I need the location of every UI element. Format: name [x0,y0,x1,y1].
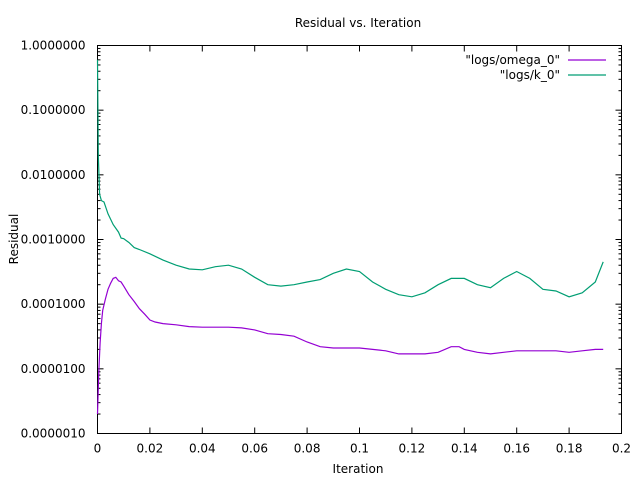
x-tick-label: 0.16 [503,442,530,456]
x-tick-label: 0.06 [241,442,268,456]
x-tick-label: 0.12 [399,442,426,456]
legend-label-k: "logs/k_0" [500,68,560,82]
x-axis-label: Iteration [333,462,384,476]
x-tick-label: 0.2 [612,442,631,456]
series-layer [96,59,604,415]
y-tick-label: 0.0100000 [21,168,86,182]
y-axis: 0.0000010 0.0000100 0.0001000 0.0010000 0.01… [21,39,622,441]
x-tick-label: 0.1 [350,442,369,456]
x-tick-label: 0.04 [189,442,216,456]
y-tick-label: 0.1000000 [21,103,86,117]
x-tick-label: 0.02 [137,442,164,456]
x-tick-label: 0 [94,442,102,456]
x-tick-label: 0.18 [556,442,583,456]
y-tick-label: 1.0000000 [21,39,86,53]
y-tick-label: 0.0000100 [21,362,86,376]
series-line-0 [96,276,604,415]
x-tick-label: 0.08 [294,442,321,456]
y-tick-label: 0.0010000 [21,233,86,247]
x-tick-label: 0.14 [451,442,478,456]
plot-frame [97,45,622,434]
series-line-1 [96,59,604,298]
y-tick-label: 0.0000010 [21,427,86,441]
y-axis-label: Residual [7,214,21,265]
legend: "logs/omega_0" "logs/k_0" [465,53,606,82]
chart-title: Residual vs. Iteration [295,16,421,30]
x-axis: 0 0.02 0.04 0.06 0.08 0.1 0.12 0.14 0.16 0.18 0.2 [94,45,631,456]
legend-label-omega: "logs/omega_0" [465,53,560,67]
y-tick-label: 0.0001000 [21,297,86,311]
